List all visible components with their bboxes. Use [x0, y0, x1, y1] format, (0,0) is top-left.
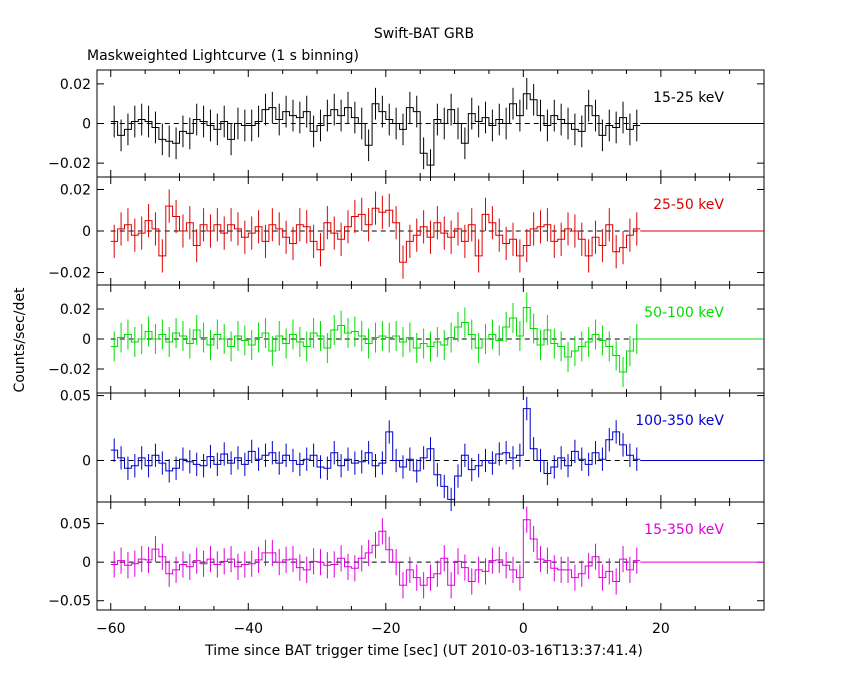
step-line: [110, 519, 641, 586]
y-tick-label: −0.05: [48, 594, 91, 610]
y-tick-label: 0: [82, 555, 91, 571]
x-tick-label: 0: [519, 621, 528, 637]
x-tick-label: 20: [652, 621, 670, 637]
y-tick-label: −0.02: [48, 156, 91, 172]
series-label: 15-350 keV: [644, 522, 724, 538]
step-line: [110, 205, 641, 263]
series-label: 25-50 keV: [653, 197, 724, 213]
x-tick-label: −20: [371, 621, 401, 637]
panel-2: −0.02 0 0.02 25-50 keV: [48, 176, 765, 286]
series-label: 15-25 keV: [653, 90, 724, 106]
y-tick-label: 0.05: [60, 389, 91, 405]
y-axis-label: Counts/sec/det: [12, 287, 28, 392]
y-tick-label: 0.02: [60, 77, 91, 93]
y-tick-label: 0: [82, 117, 91, 133]
panel-1: −0.02 0 0.02 15-25 keV: [48, 69, 765, 181]
series-label: 50-100 keV: [644, 305, 724, 321]
y-tick-label: 0.05: [60, 517, 91, 533]
y-tick-label: −0.02: [48, 362, 91, 378]
y-tick-label: −0.02: [48, 266, 91, 282]
step-line: [110, 408, 641, 500]
chart-subtitle: Maskweighted Lightcurve (1 s binning): [87, 48, 359, 64]
step-line: [110, 307, 641, 373]
panel-5: −0.05 0 0.05 15-350 keV: [48, 501, 765, 611]
y-tick-label: 0.02: [60, 182, 91, 198]
panel-4: 0 0.05 100-350 keV: [60, 389, 765, 512]
y-tick-label: 0.02: [60, 302, 91, 318]
step-line: [110, 93, 641, 166]
panel-3: −0.02 0 0.02 50-100 keV: [48, 284, 765, 394]
chart-title: Swift-BAT GRB: [374, 26, 474, 42]
series-label: 100-350 keV: [635, 413, 724, 429]
x-tick-label: −40: [234, 621, 264, 637]
y-tick-label: 0: [82, 332, 91, 348]
panel-frame: [96, 501, 765, 611]
x-axis-label: Time since BAT trigger time [sec] (UT 20…: [204, 643, 643, 659]
y-tick-label: 0: [82, 453, 91, 469]
x-tick-label: −60: [96, 621, 126, 637]
y-tick-label: 0: [82, 224, 91, 240]
